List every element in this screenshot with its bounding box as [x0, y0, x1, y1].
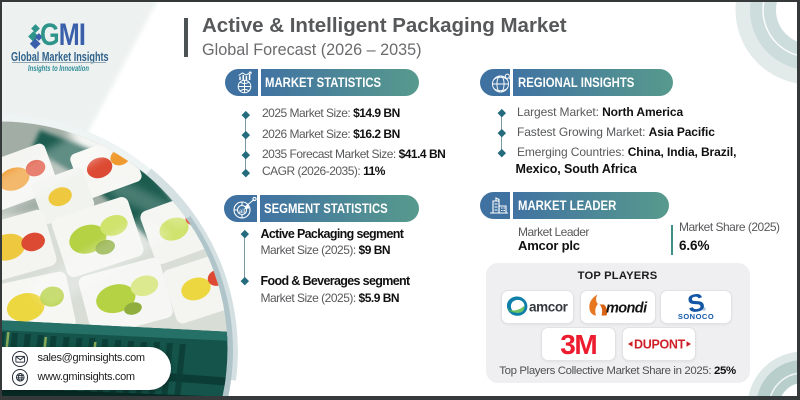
svg-text:S: S	[685, 291, 706, 319]
svg-text:amcor: amcor	[529, 300, 569, 315]
svg-text:mondi: mondi	[606, 301, 648, 317]
svg-text:all: all	[239, 209, 245, 215]
svg-text:SONOCO: SONOCO	[678, 312, 714, 321]
svg-text:DUPONT: DUPONT	[634, 338, 686, 352]
